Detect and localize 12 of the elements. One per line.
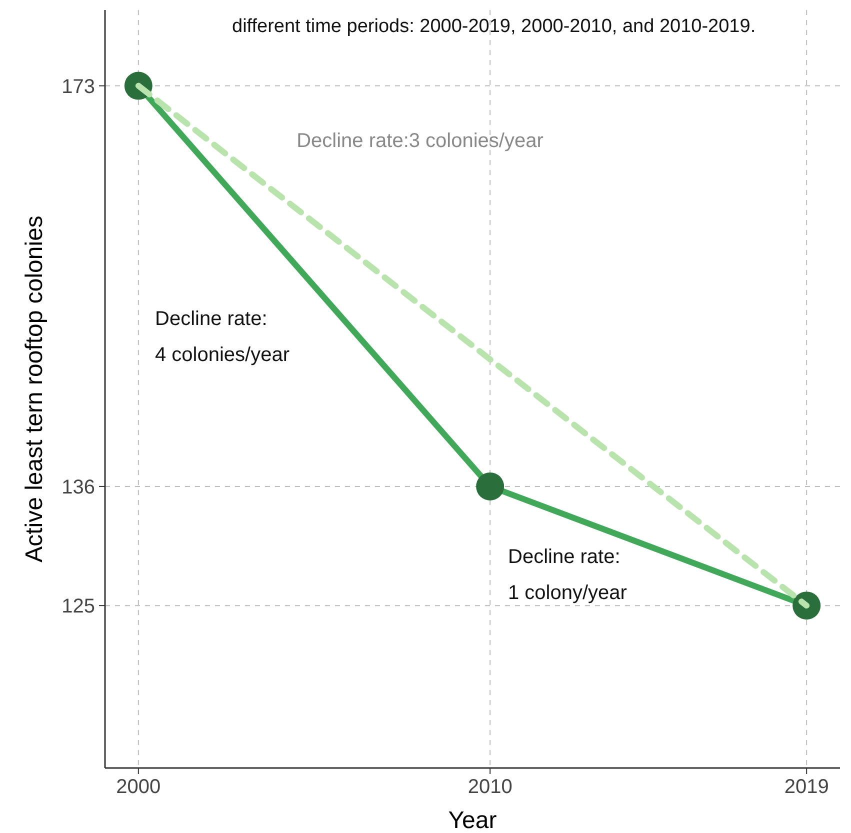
- annotation: Decline rate: 1 colony/year: [508, 546, 628, 604]
- y-tick-label: 136: [62, 476, 95, 498]
- y-axis-title: Active least tern rooftop colonies: [21, 216, 48, 562]
- x-tick-label: 2000: [116, 776, 161, 798]
- annotation: Decline rate:3 colonies/year: [296, 130, 544, 152]
- y-tick-label: 125: [62, 596, 95, 618]
- annotation: Decline rate: 4 colonies/year: [155, 308, 290, 366]
- chart-subtitle: different time periods: 2000-2019, 2000-2010, and 2010-2019.: [232, 16, 756, 37]
- y-tick-label: 173: [62, 76, 95, 98]
- x-tick-label: 2010: [468, 776, 512, 798]
- x-tick-label: 2019: [784, 776, 829, 798]
- x-axis-title: Year: [448, 807, 497, 833]
